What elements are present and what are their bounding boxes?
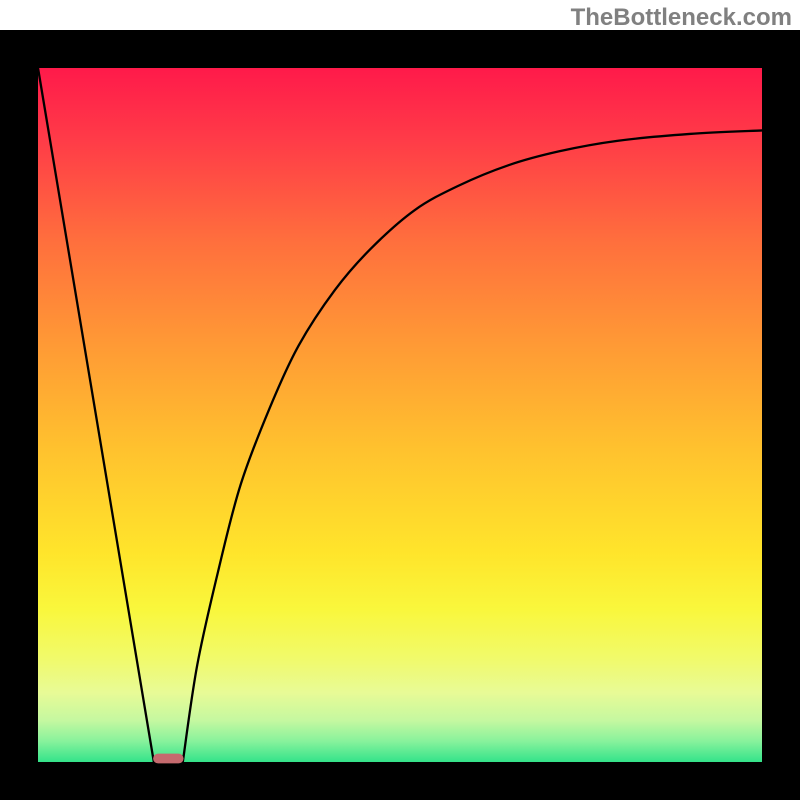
- optimal-marker: [153, 754, 183, 764]
- bottleneck-chart: TheBottleneck.com: [0, 0, 800, 800]
- gradient-background: [38, 68, 762, 762]
- chart-svg: [0, 0, 800, 800]
- watermark-text: TheBottleneck.com: [571, 4, 792, 32]
